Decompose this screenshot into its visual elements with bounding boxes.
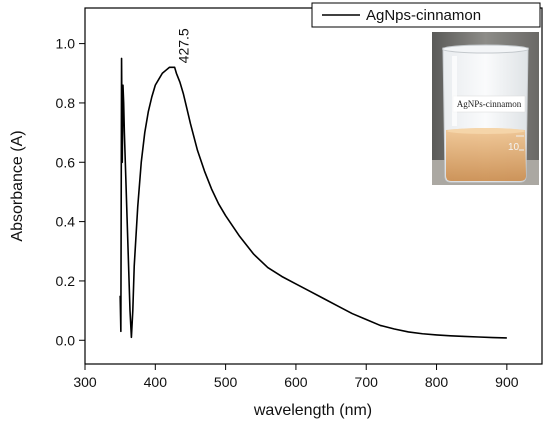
series-line-agnps-cinnamon bbox=[119, 57, 507, 339]
legend-label: AgNps-cinnamon bbox=[366, 7, 481, 24]
beaker-liquid bbox=[446, 128, 526, 181]
y-tick-label: 0.6 bbox=[56, 154, 76, 170]
x-tick-label: 700 bbox=[355, 374, 379, 390]
y-tick-label: 0.2 bbox=[56, 273, 76, 289]
glass-reflection bbox=[452, 56, 457, 126]
x-tick-label: 500 bbox=[214, 374, 238, 390]
x-tick-label: 600 bbox=[284, 374, 308, 390]
legend: AgNps-cinnamon bbox=[311, 2, 541, 28]
beaker-rim bbox=[442, 44, 529, 54]
y-tick-label: 0.4 bbox=[56, 214, 76, 230]
y-axis: 0.0 0.2 0.4 0.6 0.8 1.0 bbox=[56, 36, 85, 348]
graduation-number: 10 bbox=[508, 142, 520, 153]
y-axis-title: Absorbance (A) bbox=[9, 130, 26, 241]
inset-photo: AgNPs-cinnamon 10 bbox=[432, 32, 539, 185]
x-axis-title: wavelength (nm) bbox=[253, 402, 372, 419]
y-tick-label: 0.0 bbox=[56, 332, 76, 348]
liquid-surface bbox=[447, 128, 525, 134]
x-tick-label: 300 bbox=[73, 374, 97, 390]
x-axis: 300 400 500 600 700 800 900 bbox=[73, 364, 519, 390]
beaker-label-text: AgNPs-cinnamon bbox=[457, 99, 522, 109]
y-tick-label: 1.0 bbox=[56, 36, 76, 52]
peak-annotation: 427.5 bbox=[176, 28, 192, 63]
y-tick-label: 0.8 bbox=[56, 95, 76, 111]
x-tick-label: 400 bbox=[144, 374, 168, 390]
x-tick-label: 900 bbox=[495, 374, 519, 390]
x-tick-label: 800 bbox=[425, 374, 449, 390]
